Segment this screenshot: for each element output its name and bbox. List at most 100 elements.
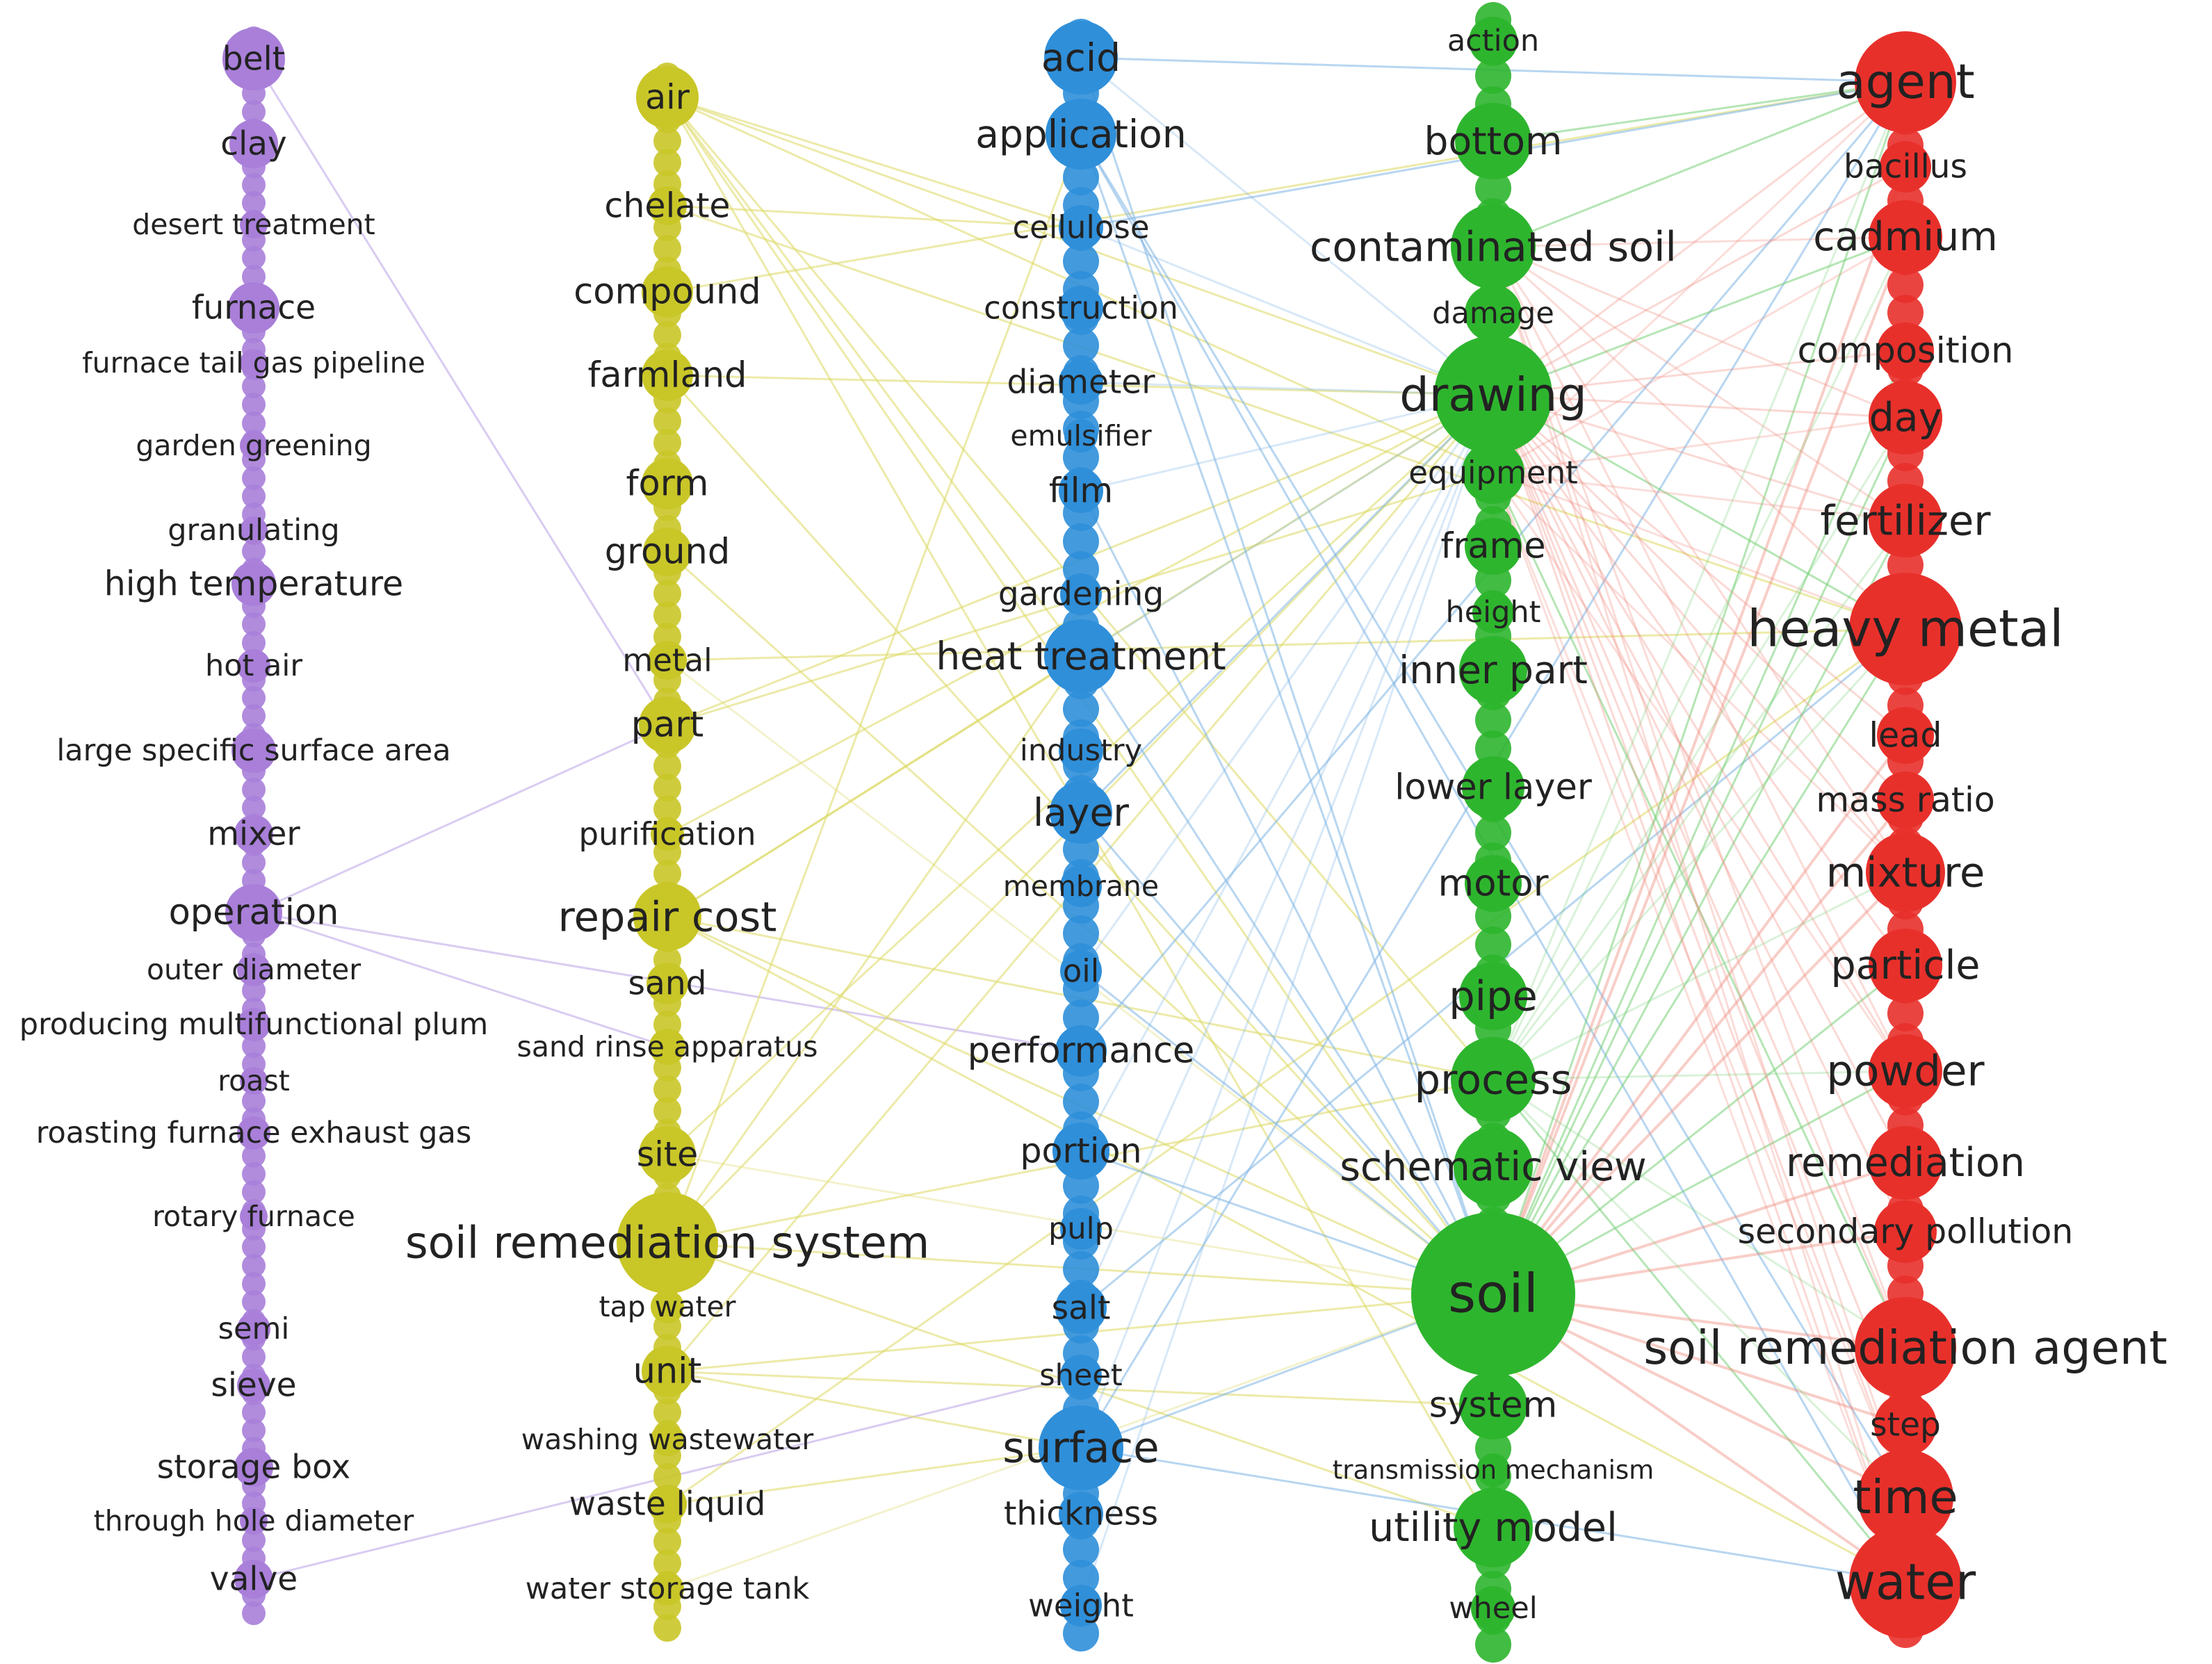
node-application[interactable] xyxy=(1046,99,1116,170)
node-waste-liquid[interactable] xyxy=(648,1485,687,1524)
node-mass-ratio[interactable] xyxy=(1877,772,1934,829)
node-lower-layer[interactable] xyxy=(1462,756,1524,819)
node-hot-air[interactable] xyxy=(237,649,270,683)
node-granulating[interactable] xyxy=(240,516,268,544)
node-furnace[interactable] xyxy=(228,282,279,334)
node-soil-remediation-system[interactable] xyxy=(617,1192,718,1294)
node-composition[interactable] xyxy=(1877,323,1934,380)
node-operation[interactable] xyxy=(225,884,282,941)
node-cellulose[interactable] xyxy=(1059,205,1103,250)
node-step[interactable] xyxy=(1874,1394,1937,1456)
node-large-specific-surface-area[interactable] xyxy=(231,728,276,773)
node-action[interactable] xyxy=(1469,17,1518,65)
node-soil[interactable] xyxy=(1411,1212,1575,1376)
node-rotary-furnace[interactable] xyxy=(240,1202,268,1230)
node-sieve[interactable] xyxy=(237,1369,270,1402)
node-process[interactable] xyxy=(1451,1037,1536,1122)
node-sand[interactable] xyxy=(646,963,688,1004)
node-heat-treatment[interactable] xyxy=(1044,619,1118,693)
node-construction[interactable] xyxy=(1059,286,1103,330)
node-cadmium[interactable] xyxy=(1869,200,1942,274)
node-layer[interactable] xyxy=(1050,781,1112,844)
node-producing-multifunctional-plum[interactable] xyxy=(237,1008,270,1041)
node-mixer[interactable] xyxy=(234,815,273,854)
node-part[interactable] xyxy=(639,696,696,753)
node-powder[interactable] xyxy=(1869,1034,1942,1108)
node-weight[interactable] xyxy=(1060,1585,1102,1626)
node-belt[interactable] xyxy=(222,28,285,90)
node-motor[interactable] xyxy=(1465,855,1522,912)
node-compound[interactable] xyxy=(642,266,693,318)
node-inner-part[interactable] xyxy=(1459,636,1527,704)
node-pulp[interactable] xyxy=(1060,1208,1102,1250)
node-ground[interactable] xyxy=(643,528,692,576)
node-schematic-view[interactable] xyxy=(1454,1127,1533,1207)
node-remediation[interactable] xyxy=(1869,1126,1942,1200)
node-pipe[interactable] xyxy=(1459,962,1527,1030)
node-soil-remediation-agent[interactable] xyxy=(1855,1297,1956,1398)
node-drawing[interactable] xyxy=(1434,336,1552,454)
node-bacillus[interactable] xyxy=(1880,141,1931,193)
node-transmission-mechanism[interactable] xyxy=(1477,1453,1510,1487)
node-lead[interactable] xyxy=(1877,707,1934,764)
node-particle[interactable] xyxy=(1869,929,1942,1002)
node-site[interactable] xyxy=(639,1126,696,1183)
node-salt[interactable] xyxy=(1055,1282,1107,1334)
node-valve[interactable] xyxy=(234,1560,273,1599)
node-storage-box[interactable] xyxy=(234,1448,273,1487)
node-water-storage-tank[interactable] xyxy=(651,1572,684,1606)
node-farmland[interactable] xyxy=(642,350,693,401)
node-film[interactable] xyxy=(1059,468,1103,513)
node-wheel[interactable] xyxy=(1471,1586,1515,1631)
node-day[interactable] xyxy=(1869,381,1942,455)
node-membrane[interactable] xyxy=(1060,865,1102,907)
node-time[interactable] xyxy=(1857,1449,1953,1545)
node-acid[interactable] xyxy=(1044,21,1118,95)
node-portion[interactable] xyxy=(1052,1123,1109,1180)
node-washing-wastewater[interactable] xyxy=(651,1423,684,1456)
node-sheet[interactable] xyxy=(1060,1355,1102,1396)
node-damage[interactable] xyxy=(1465,285,1522,342)
node-surface[interactable] xyxy=(1039,1405,1123,1490)
node-garden-greening[interactable] xyxy=(240,432,268,459)
node-height[interactable] xyxy=(1472,592,1514,633)
node-mixture[interactable] xyxy=(1866,833,1945,912)
node-system[interactable] xyxy=(1459,1371,1527,1439)
node-through-hole-diameter[interactable] xyxy=(240,1507,268,1535)
node-roast[interactable] xyxy=(240,1067,268,1095)
node-gardening[interactable] xyxy=(1060,573,1102,615)
node-diameter[interactable] xyxy=(1059,360,1103,405)
node-performance[interactable] xyxy=(1055,1025,1107,1077)
node-purification[interactable] xyxy=(651,817,684,851)
node-secondary-pollution[interactable] xyxy=(1874,1200,1937,1263)
node-form[interactable] xyxy=(642,458,693,509)
node-high-temperature[interactable] xyxy=(231,562,276,606)
node-unit[interactable] xyxy=(642,1346,693,1397)
node-desert-treatment[interactable] xyxy=(240,211,268,238)
node-fertilizer[interactable] xyxy=(1869,484,1942,557)
node-heavy-metal[interactable] xyxy=(1849,573,1962,685)
node-bottom[interactable] xyxy=(1455,103,1531,179)
node-thickness[interactable] xyxy=(1059,1492,1103,1536)
node-emulsifier[interactable] xyxy=(1064,419,1098,452)
node-equipment[interactable] xyxy=(1462,441,1524,504)
node-frame[interactable] xyxy=(1465,518,1522,575)
node-utility-model[interactable] xyxy=(1454,1488,1533,1567)
node-furnace-tail-gas-pipeline[interactable] xyxy=(240,349,268,377)
node-oil[interactable] xyxy=(1060,950,1102,992)
node-contaminated-soil[interactable] xyxy=(1451,204,1536,289)
node-water[interactable] xyxy=(1849,1526,1962,1638)
node-tap-water[interactable] xyxy=(651,1290,684,1323)
link-chelate-to-cellulose xyxy=(667,204,1082,229)
node-agent[interactable] xyxy=(1855,31,1956,133)
node-industry[interactable] xyxy=(1059,728,1103,773)
node-chelate[interactable] xyxy=(648,186,687,225)
node-outer-diameter[interactable] xyxy=(237,953,270,986)
node-air[interactable] xyxy=(636,66,699,129)
node-roasting-furnace-exhaust-gas[interactable] xyxy=(237,1116,270,1150)
node-sand-rinse-apparatus[interactable] xyxy=(649,1029,685,1065)
node-clay[interactable] xyxy=(229,120,278,168)
node-semi[interactable] xyxy=(237,1312,270,1346)
node-metal[interactable] xyxy=(648,641,687,680)
node-repair-cost[interactable] xyxy=(633,883,701,951)
